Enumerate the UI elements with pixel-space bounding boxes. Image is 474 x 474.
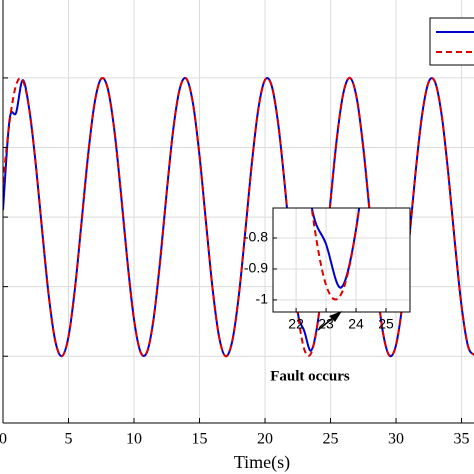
- inset-x-tick-label: 25: [378, 316, 394, 332]
- legend: [429, 17, 474, 66]
- inset-y-tick-label: -0.9: [244, 260, 268, 276]
- ticks: 0 5 10 15 20 25 30 35: [0, 77, 470, 448]
- inset-y-tick-label: -0.8: [244, 229, 268, 245]
- series-line: [3, 76, 474, 358]
- x-tick-label: 20: [257, 431, 273, 448]
- x-tick-label: 35: [454, 431, 470, 448]
- x-tick-label: 0: [0, 431, 7, 448]
- arrow-head: [329, 311, 342, 322]
- annotation: Fault occurs: [270, 368, 350, 384]
- inset-grid: [273, 208, 410, 312]
- x-tick-label: 15: [192, 431, 208, 448]
- inset-border: [272, 207, 411, 313]
- inset-frame: [272, 207, 411, 313]
- x-axis-label: Time(s): [234, 452, 290, 473]
- legend-box: [429, 17, 474, 66]
- inset-x-tick-label: 24: [348, 316, 364, 332]
- x-tick-label: 25: [323, 431, 339, 448]
- plot-area: [3, 76, 474, 358]
- inset-x-tick-label: 22: [288, 316, 304, 332]
- inset-ticks: 22232425-0.8-0.9-1: [244, 229, 394, 332]
- x-tick-label: 30: [388, 431, 404, 448]
- annotation-arrow: [317, 317, 334, 331]
- x-tick-label: 10: [126, 431, 142, 448]
- x-tick-label: 5: [65, 431, 73, 448]
- inset-y-tick-label: -1: [256, 291, 269, 307]
